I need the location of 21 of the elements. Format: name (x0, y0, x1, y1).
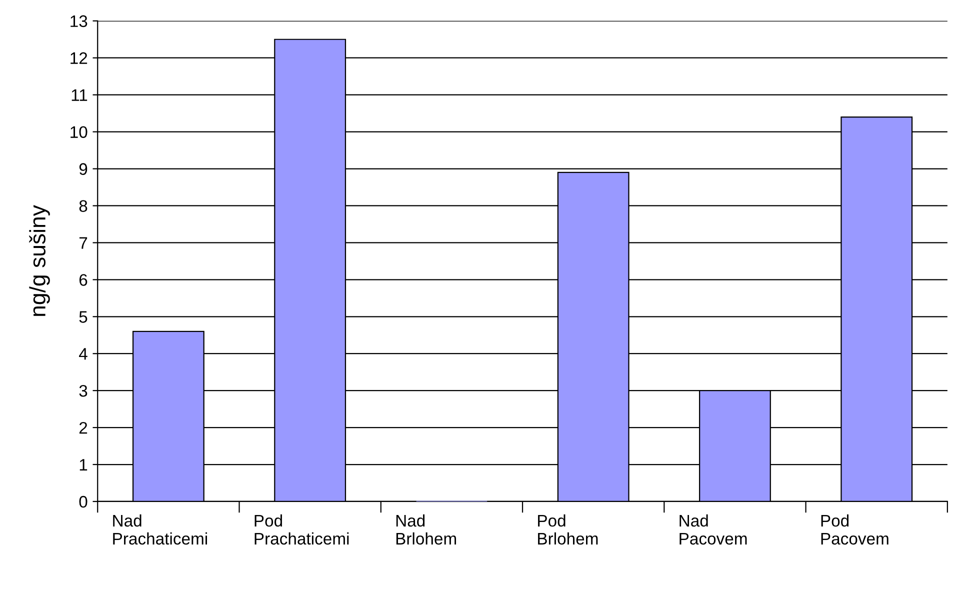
x-tick-label: Nad Pacovem (680, 514, 747, 545)
y-tick-label: 7 (79, 237, 88, 249)
y-tick-label: 11 (72, 89, 88, 101)
y-tick-label: 6 (79, 274, 88, 286)
y-tick-label: 2 (79, 422, 88, 434)
x-tick-label: Pod Brlohem (538, 514, 598, 545)
x-tick-label: Pod Prachaticemi (254, 514, 349, 545)
y-tick-label: 10 (70, 126, 88, 138)
y-tick-label: 12 (70, 52, 88, 64)
y-tick-label: 3 (79, 384, 88, 397)
y-tick-label: 4 (79, 348, 88, 360)
x-tick-label: Nad Prachaticemi (113, 514, 207, 545)
y-tick-label: 1 (80, 459, 88, 471)
y-tick-label: 8 (79, 200, 88, 212)
y-tick-label: 9 (79, 163, 88, 175)
x-tick-label: Pod Pacovem (821, 514, 888, 545)
y-tick-label: 13 (70, 15, 88, 28)
y-tick-label: 5 (79, 311, 88, 323)
y-tick-label: 0 (79, 496, 88, 508)
x-tick-label: Nad Brlohem (396, 514, 456, 545)
y-axis-title: ng/g sušiny (29, 205, 50, 316)
